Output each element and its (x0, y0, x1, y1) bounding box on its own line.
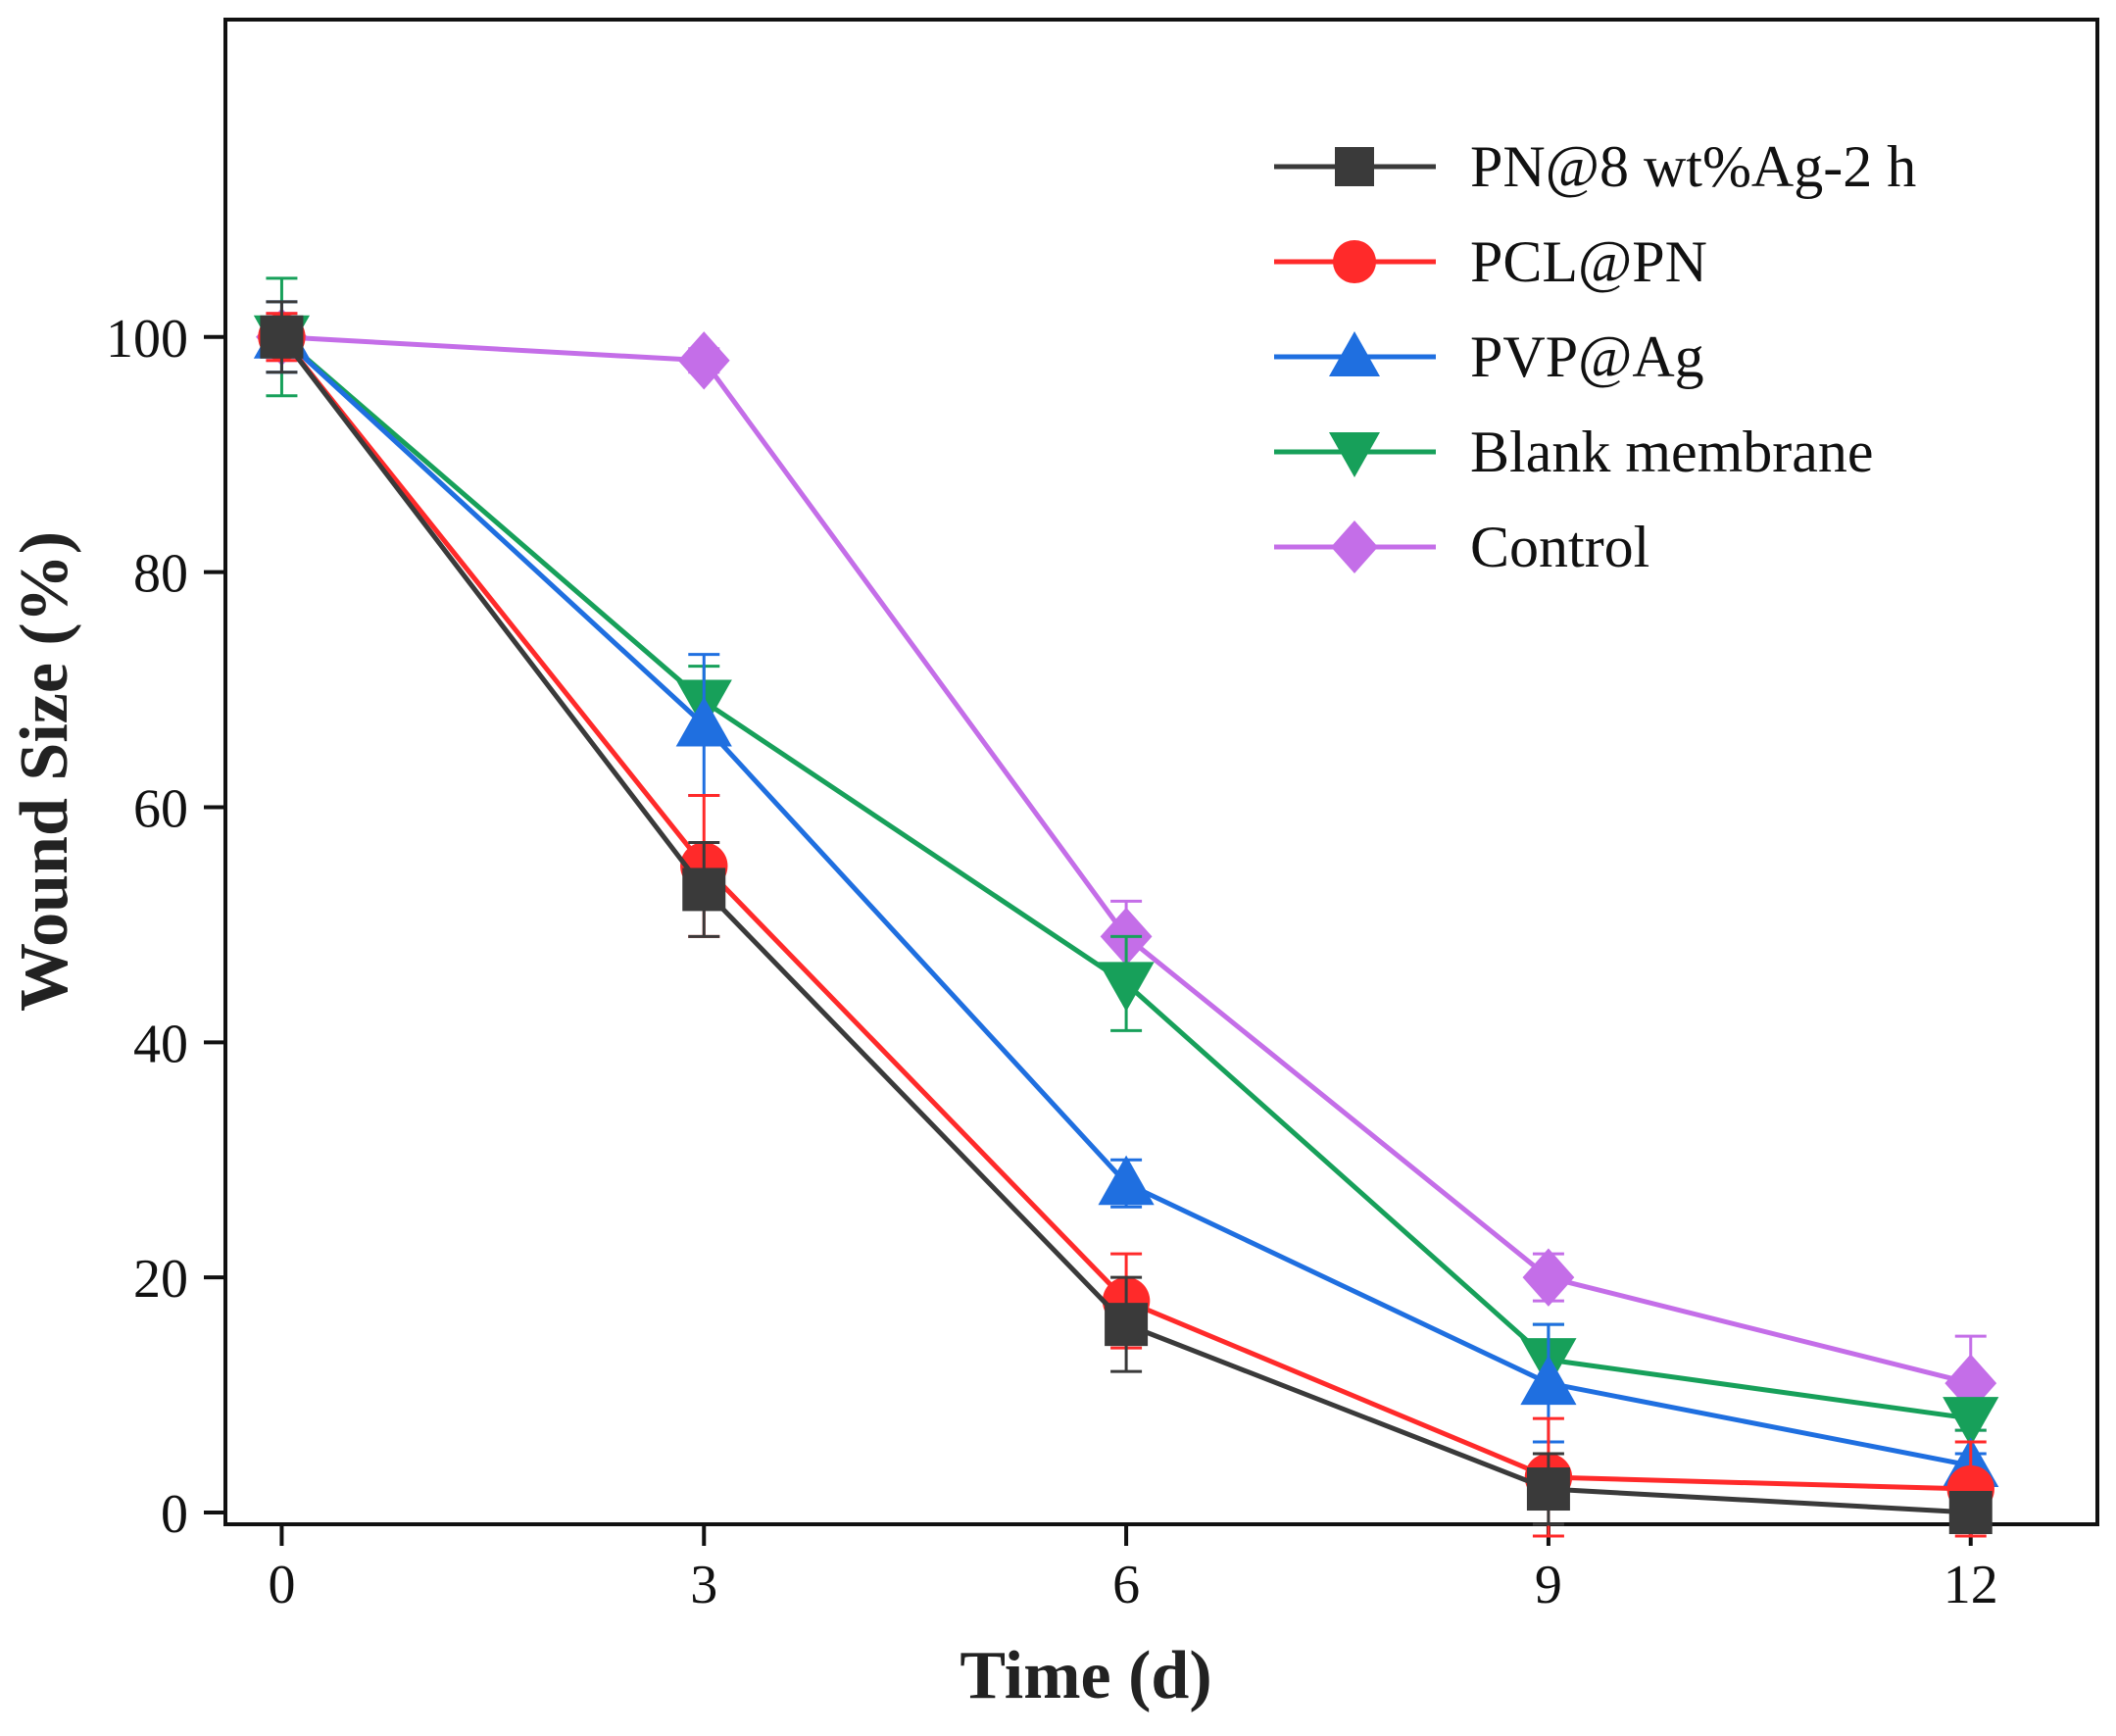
legend-item-pvp-ag: PVP@Ag (1274, 324, 1704, 389)
legend-item-pn-8-wt-ag-2-h: PN@8 wt%Ag-2 h (1274, 134, 1916, 199)
data-point (1526, 1467, 1570, 1512)
data-point (1105, 1303, 1149, 1347)
data-point (1943, 1397, 1999, 1447)
series-layer (253, 276, 1999, 1538)
legend-marker (1335, 147, 1374, 186)
legend-label: PN@8 wt%Ag-2 h (1470, 134, 1916, 199)
legend-marker (1331, 521, 1378, 573)
legend-marker (1329, 432, 1380, 477)
data-point (675, 696, 732, 747)
x-tick-label: 6 (1112, 1555, 1140, 1615)
data-point (682, 868, 726, 912)
x-tick-label: 12 (1944, 1555, 1998, 1615)
legend: PN@8 wt%Ag-2 h PCL@PN PVP@Ag Blank membrane… (1274, 134, 1916, 579)
y-tick-label: 40 (133, 1014, 188, 1074)
y-tick-label: 0 (161, 1484, 188, 1545)
data-point (1520, 1355, 1577, 1406)
series-line (281, 334, 1972, 1386)
y-tick-label: 20 (133, 1249, 188, 1310)
data-point (1098, 962, 1155, 1012)
x-tick-label: 3 (690, 1555, 717, 1615)
legend-label: Control (1470, 515, 1649, 579)
data-point (1948, 1491, 1993, 1535)
legend-marker (1333, 240, 1376, 283)
x-tick-label: 9 (1535, 1555, 1562, 1615)
y-tick-label: 100 (106, 309, 188, 370)
data-point (1098, 1155, 1155, 1206)
legend-label: Blank membrane (1470, 420, 1874, 484)
legend-item-pcl-pn: PCL@PN (1274, 229, 1707, 294)
data-point (260, 315, 304, 359)
data-point (677, 331, 730, 390)
legend-item-blank-membrane: Blank membrane (1274, 420, 1874, 484)
y-axis-title: Wound Size (%) (7, 531, 82, 1012)
data-point (1522, 1248, 1575, 1307)
legend-item-control: Control (1274, 515, 1649, 579)
plot-frame (223, 18, 2099, 1526)
axes: 0 3 6 9 12 0 20 40 60 80 100 (106, 309, 1998, 1615)
y-tick-label: 80 (133, 544, 188, 605)
series-pn-8-wt-ag-2-h (260, 300, 1993, 1535)
y-tick-label: 60 (133, 778, 188, 839)
x-axis-title: Time (d) (960, 1638, 1211, 1713)
legend-label: PCL@PN (1470, 229, 1707, 294)
legend-label: PVP@Ag (1470, 324, 1704, 389)
legend-marker (1329, 331, 1380, 376)
x-tick-label: 0 (268, 1555, 295, 1615)
